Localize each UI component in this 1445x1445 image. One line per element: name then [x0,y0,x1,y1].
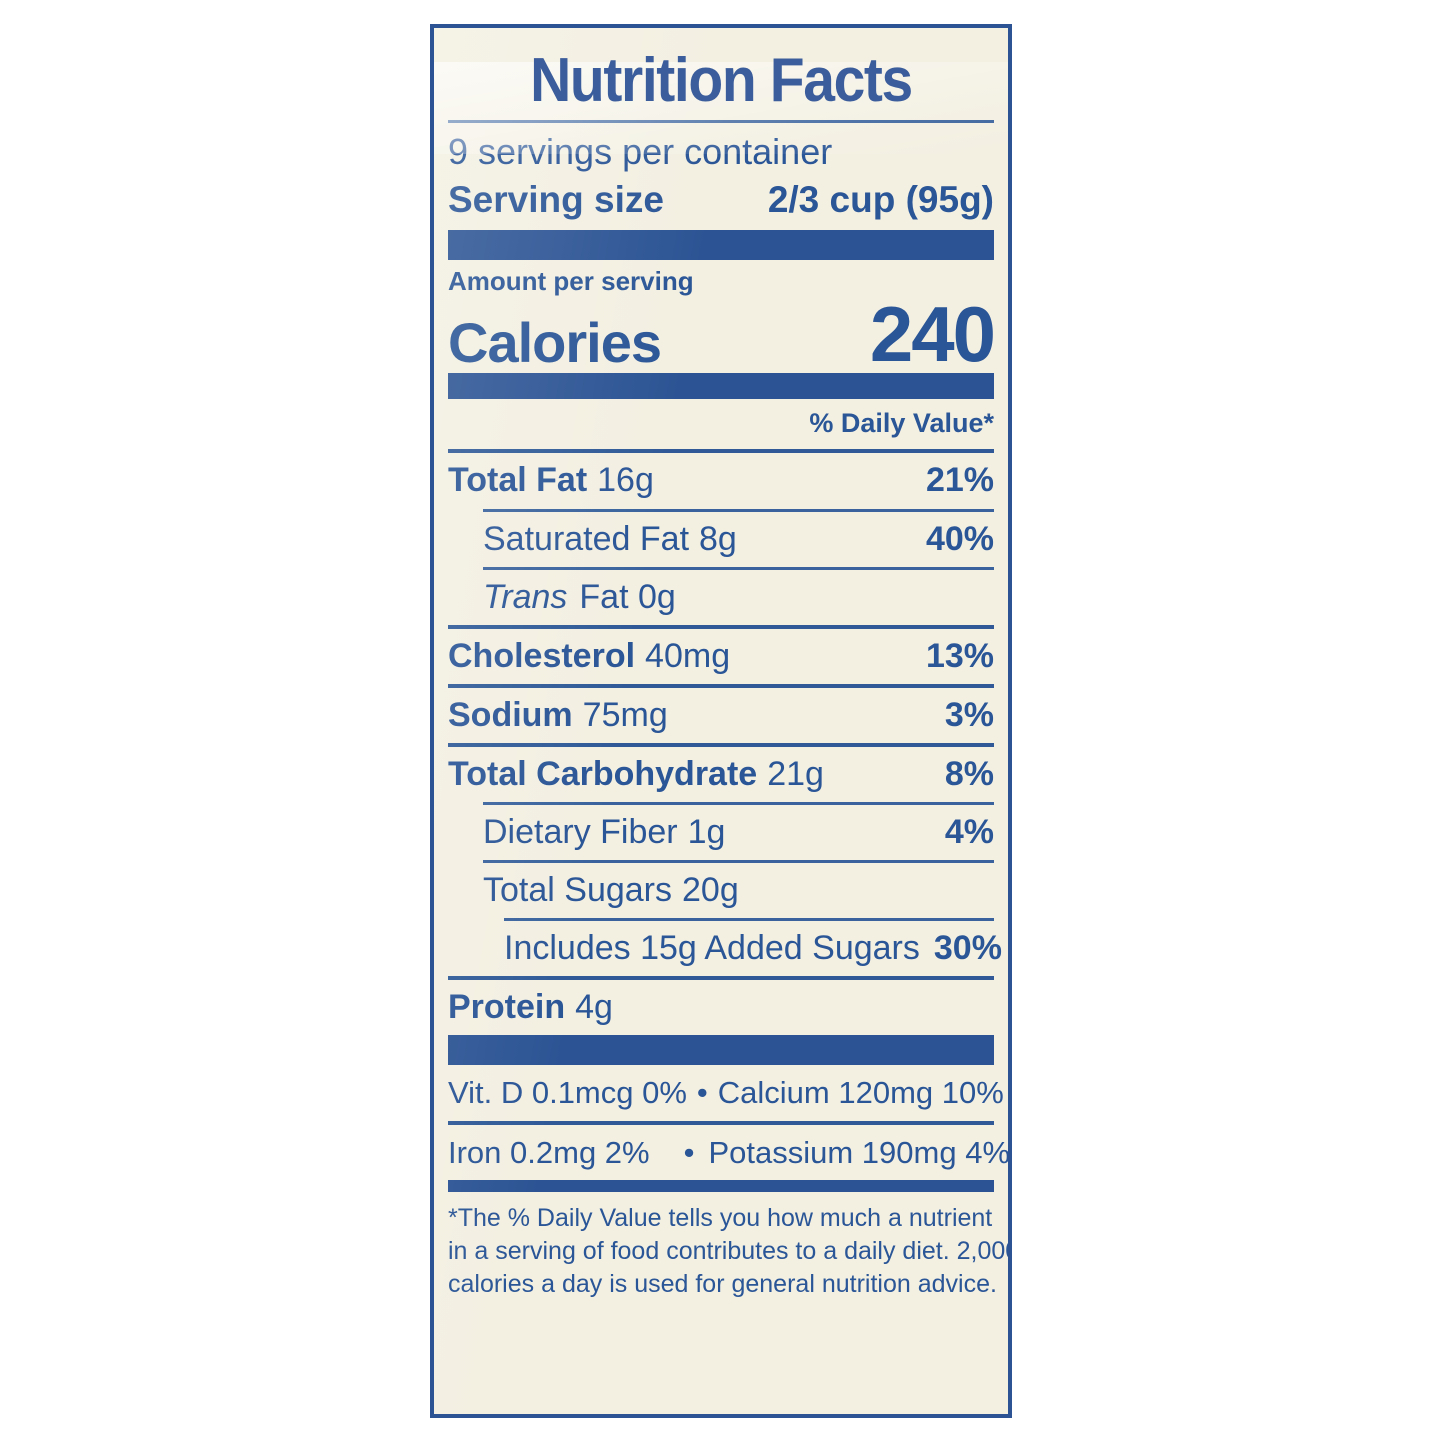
nutrient-name: Total Sugars [483,871,672,910]
serving-size-label: Serving size [448,178,664,220]
table-row: Cholesterol 40mg 13% [448,629,994,684]
divider-row [448,683,994,688]
footnote-line-3: calories a day is used for general nutri… [448,1270,997,1299]
vitamin-right: Calcium 120mg 10% [717,1075,1004,1111]
divider-bar-calories [448,373,994,400]
divider-bar-serving [448,230,994,261]
nutrient-amount: 75mg [582,695,668,734]
table-row: Protein 4g [448,980,994,1035]
daily-value-header: % Daily Value* [809,408,994,439]
nutrient-dv: 3% [944,695,994,734]
divider-row [504,918,994,922]
nutrient-name: Trans [483,577,568,616]
servings-per-container: 9 servings per container [448,131,833,172]
divider-above-total-fat [448,449,994,454]
table-row: Total Sugars 20g [448,863,994,918]
nutrient-dv: 21% [925,461,994,500]
nutrient-dv: 30% [933,929,1002,968]
nutrient-amount: 21g [767,754,824,793]
table-row: Total Fat 16g 21% [448,453,994,508]
nutrient-amount: 20g [682,871,739,910]
bullet-icon: • [696,1075,708,1111]
table-row: Includes 15g Added Sugars 30% [448,921,1002,976]
nutrient-name: Cholesterol [448,636,636,675]
serving-size-value: 2/3 cup (95g) [767,178,994,220]
nutrient-dv: 8% [944,754,994,793]
nutrient-name: Saturated Fat [483,519,690,558]
divider-row [483,802,994,806]
table-row: Trans Fat 0g [448,570,994,625]
divider-row [483,860,994,864]
nutrient-name: Protein [448,988,566,1027]
nutrient-name: Total Fat [448,461,588,500]
nutrient-name: Dietary Fiber [483,813,678,852]
divider-row [448,976,994,981]
nutrient-amount: 40mg [645,636,731,675]
bullet-icon: • [683,1134,695,1170]
calories-value: 240 [869,290,996,379]
calories-label: Calories [448,311,662,375]
vitamin-right: Potassium 190mg 4% [708,1134,1011,1170]
divider-bar-vitamins [448,1035,994,1066]
table-row: Vit. D 0.1mcg 0% • Calcium 120mg 10% [448,1065,1004,1120]
table-row: Sodium 75mg 3% [448,688,994,743]
daily-value-footnote: *The % Daily Value tells you how much a … [448,1192,1012,1302]
calories-row: Calories 240 [448,290,996,379]
divider-row [448,624,994,629]
nutrient-name: Total Carbohydrate [448,754,758,793]
nutrient-amount: 16g [597,461,654,500]
footnote-line-1: *The % Daily Value tells you how much a … [448,1203,993,1232]
table-row: Total Carbohydrate 21g 8% [448,747,994,802]
divider-row [483,566,994,570]
table-row: Iron 0.2mg 2% • Potassium 190mg 4% [448,1125,1008,1180]
divider-row [448,1120,994,1125]
nutrient-dv: 13% [925,636,994,675]
vitamin-left: Vit. D 0.1mcg 0% [448,1075,687,1111]
divider-bar-footnote [448,1179,994,1192]
table-row: Dietary Fiber 1g 4% [448,805,994,860]
footnote-line-2: in a serving of food contributes to a da… [448,1237,1012,1266]
vitamin-left: Iron 0.2mg 2% [448,1134,650,1170]
nutrient-dv: 4% [944,813,994,852]
nutrient-amount: Fat 0g [579,577,676,616]
nutrient-amount: 1g [687,813,726,852]
nutrient-amount: 4g [575,988,613,1027]
divider-row [483,508,994,512]
nutrient-name: Sodium [448,695,573,734]
serving-size-row: Serving size 2/3 cup (95g) [448,174,994,230]
nutrition-facts-panel: Nutrition Facts 9 servings per container… [430,24,1012,1418]
table-row: Saturated Fat 8g 40% [448,512,994,567]
amount-per-serving-label: Amount per serving [448,266,694,297]
divider-row [448,742,994,747]
nutrient-dv: 40% [925,519,994,558]
nutrient-amount: 8g [699,519,737,558]
nutrient-name: Includes 15g Added Sugars [504,929,920,968]
page-title: Nutrition Facts [530,46,913,115]
